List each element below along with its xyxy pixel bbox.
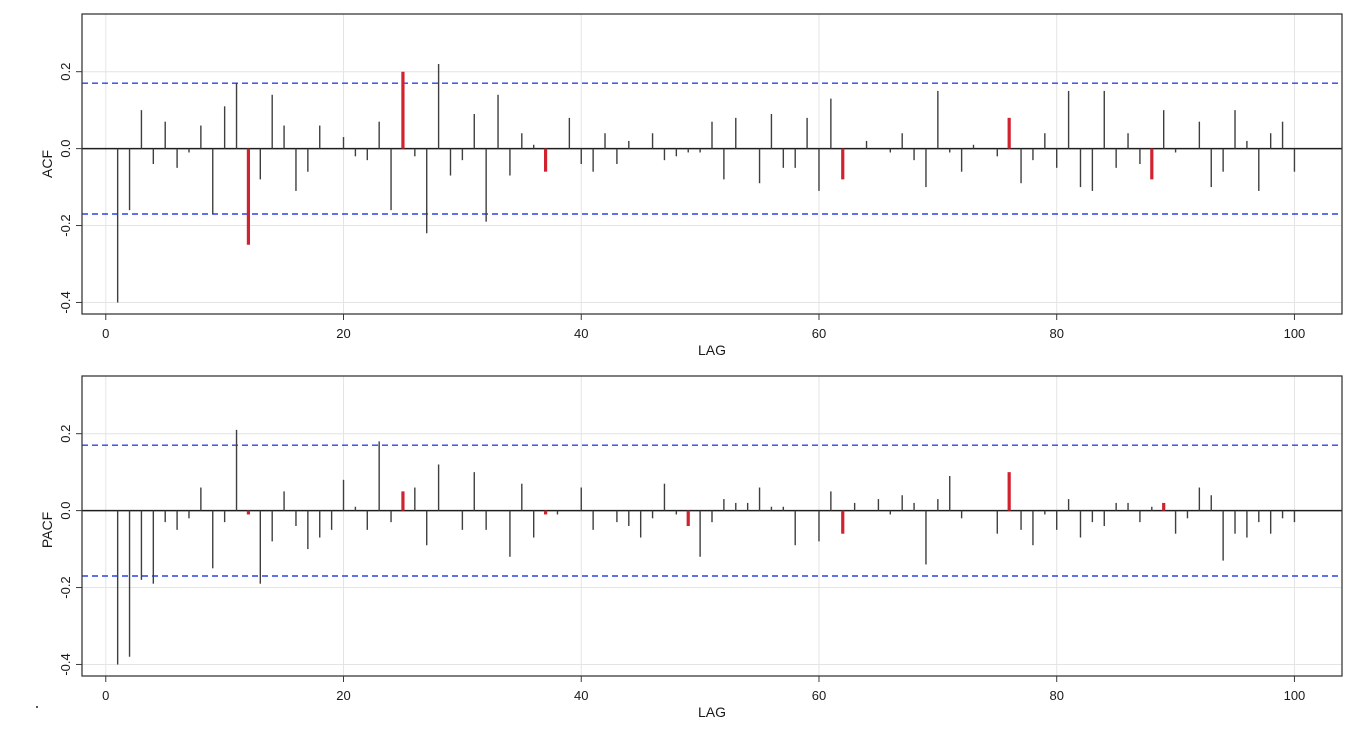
acf-plot-frame — [81, 13, 1343, 315]
pacf-y-tick-label: 0.0 — [58, 502, 73, 520]
pacf-x-tick-label: 60 — [812, 688, 826, 703]
pacf-plot-frame — [81, 375, 1343, 677]
acf-x-tick-label: 0 — [102, 326, 109, 341]
acf-y-axis-label: ACF — [39, 150, 55, 178]
acf-plot-background — [82, 14, 1342, 314]
acf-x-axis-label: LAG — [698, 342, 726, 358]
acf-y-tick-label: 0.2 — [58, 63, 73, 81]
acf-x-tick-label: 20 — [336, 326, 350, 341]
pacf-x-tick-label: 0 — [102, 688, 109, 703]
pacf-bars — [116, 429, 1296, 665]
pacf-x-tick-label: 40 — [574, 688, 588, 703]
pacf-panel: 0 20 40 60 80 100 -0.4 -0.2 0.0 0.2 LAG PACF — [39, 375, 1343, 720]
pacf-y-tick-label: -0.2 — [58, 576, 73, 598]
pacf-y-tick-label: -0.4 — [58, 653, 73, 675]
pacf-y-tick-label: 0.2 — [58, 425, 73, 443]
pacf-x-tick-label: 100 — [1284, 688, 1306, 703]
acf-y-tick-label: 0.0 — [58, 140, 73, 158]
pacf-y-ticks: -0.4 -0.2 0.0 0.2 — [58, 425, 82, 676]
pacf-grid — [82, 376, 1342, 676]
acf-x-tick-label: 40 — [574, 326, 588, 341]
acf-x-tick-label: 60 — [812, 326, 826, 341]
acf-x-tick-label: 100 — [1284, 326, 1306, 341]
pacf-confidence-band — [82, 444, 1342, 577]
acf-y-tick-label: -0.4 — [58, 291, 73, 313]
pacf-plot-background — [82, 376, 1342, 676]
acf-y-ticks: -0.4 -0.2 0.0 0.2 — [58, 63, 82, 314]
acf-bars — [116, 64, 1296, 303]
corner-dot — [36, 706, 38, 708]
pacf-x-tick-label: 20 — [336, 688, 350, 703]
acf-y-tick-label: -0.2 — [58, 214, 73, 236]
pacf-y-axis-label: PACF — [39, 512, 55, 548]
acf-panel: 0 20 40 60 80 100 -0.4 -0.2 0.0 0.2 LAG ACF — [39, 13, 1343, 358]
pacf-x-axis-label: LAG — [698, 704, 726, 720]
acf-confidence-band — [82, 82, 1342, 215]
pacf-x-ticks: 0 20 40 60 80 100 — [102, 676, 1305, 703]
pacf-x-tick-label: 80 — [1049, 688, 1063, 703]
acf-x-ticks: 0 20 40 60 80 100 — [102, 314, 1305, 341]
acf-x-tick-label: 80 — [1049, 326, 1063, 341]
